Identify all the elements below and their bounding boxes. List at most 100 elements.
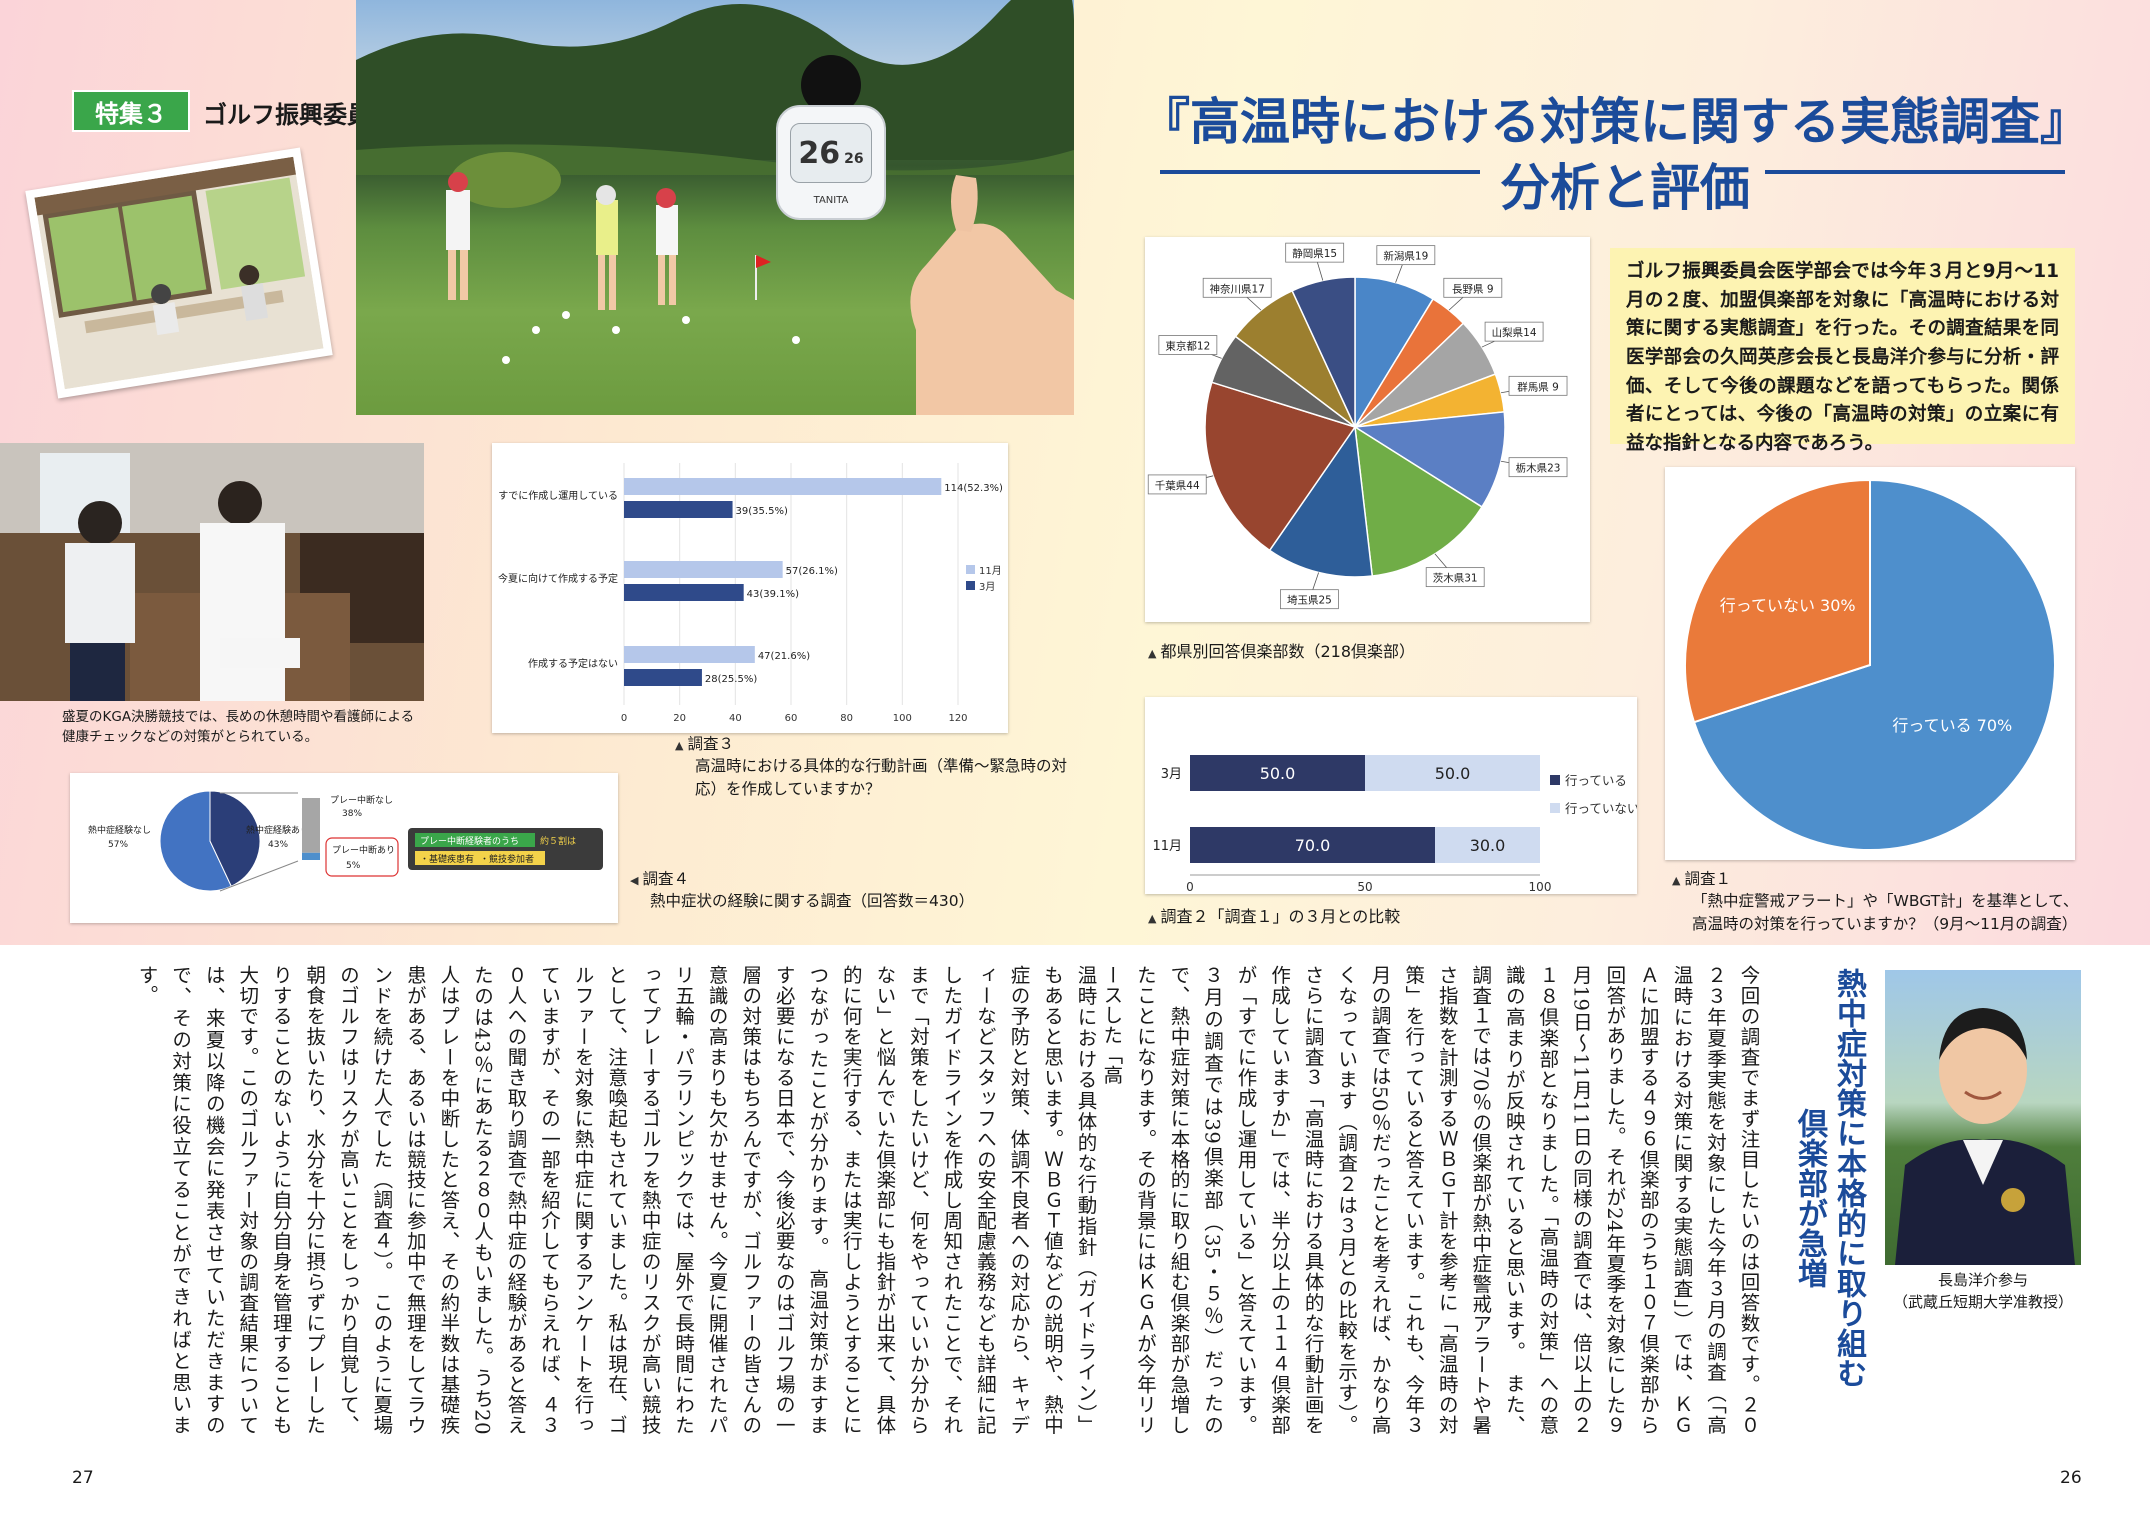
bar-value-label: 47(21.6%): [758, 651, 810, 662]
pie-slice: [1354, 276, 1435, 430]
prefecture-pie-chart: 新潟県19 長野県 9 山梨県14 群馬県 9 栃木県23 茨木県31 埼玉県25 千葉県44…: [1147, 242, 1568, 610]
bar: [624, 584, 744, 601]
data-label-box: [1484, 321, 1544, 342]
survey2-caption: ▲ 調査２「調査１」の３月との比較: [1148, 907, 1401, 926]
tick-label: 100: [893, 713, 912, 724]
tick-label: 0: [1186, 880, 1194, 894]
bar: [624, 561, 783, 578]
bar-value-label: 43(39.1%): [747, 589, 799, 600]
note-bullets-bg: [415, 851, 545, 865]
prefecture-caption: ▲ 都県別回答倶楽部数（218倶楽部）: [1148, 642, 1416, 661]
prefecture-chart-panel: 新潟県19 長野県 9 山梨県14 群馬県 9 栃木県23 茨木県31 埼玉県25 千葉県44…: [1145, 237, 1590, 622]
bar: [624, 669, 702, 686]
hero-scene: [356, 0, 1074, 415]
bar: [624, 501, 733, 518]
pie-slice: [1692, 478, 2056, 851]
survey4-chart-panel: 熱中症経験なし 57% 熱中症経験あり 43% プレー中断なし 38% プレー中断あり 5% プ…: [70, 773, 618, 923]
bar-value-label: 50.0: [1260, 764, 1296, 783]
subtitle: 分析と評価: [1500, 159, 1750, 217]
portrait-photo: [1885, 970, 2081, 1265]
data-label: 熱中症経験あり: [246, 824, 309, 836]
bar: [1190, 755, 1365, 791]
data-label-box: [1202, 277, 1272, 298]
stack-segment: [302, 798, 320, 853]
legend-label: 行っていない: [1565, 801, 1637, 816]
note-highlight-bg: [415, 833, 535, 847]
bar-value-label: 50.0: [1435, 764, 1471, 783]
tick-label: 50: [1357, 880, 1372, 894]
medical-caption: 盛夏のKGA決勝競技では、長めの休憩時間や看護師による健康チェックなどの対策がと…: [62, 709, 415, 745]
meter-brand: TANITA: [813, 195, 849, 206]
pie-slice: [1684, 478, 1871, 724]
survey1-caption: ▲ 調査１ 「熱中症警戒アラート」や「WBGT計」を基準として、高温時の対策を行っ…: [1672, 870, 2079, 933]
data-label: 行っている 70%: [1892, 716, 2012, 735]
survey3-chart-panel: 0 20 40 60 80 100 120 すでに作成し運用している 114(52.3%) 39(…: [492, 443, 1008, 733]
clubhouse-photo: [25, 147, 333, 399]
bar-value-label: 114(52.3%): [944, 483, 1003, 494]
legend-label: 行っている: [1565, 773, 1627, 788]
data-label: 群馬県 9: [1517, 380, 1559, 393]
medical-check-photo: [0, 443, 424, 701]
data-label-box: [1147, 474, 1207, 495]
callout-box: [325, 837, 399, 877]
tick-label: 100: [1529, 880, 1552, 894]
note-bullet: ・競技参加者: [480, 853, 534, 865]
pie-slice: [1268, 424, 1374, 578]
pie-slice: [1204, 381, 1357, 552]
data-label: 埼玉県25: [1287, 594, 1332, 607]
tick-label: 20: [673, 713, 686, 724]
survey4-caption: ◀ 調査４ 熱中症状の経験に関する調査（回答数＝430）: [630, 870, 975, 911]
data-label-box: [1376, 245, 1436, 266]
data-label: 栃木県23: [1516, 462, 1561, 475]
tick-label: 120: [948, 713, 967, 724]
legend-swatch: [966, 565, 975, 574]
survey2-chart-panel: 3月 50.0 50.0 11月 70.0 30.0 0 50 100 行っている 行っていない: [1145, 697, 1639, 894]
legend-label: 3月: [979, 581, 995, 593]
portrait-caption: 長島洋介参与 （武蔵丘短期大学准教授）: [1892, 1271, 2073, 1311]
category-label: 3月: [1161, 767, 1182, 782]
data-label-box: [1285, 242, 1345, 263]
note-bullet: ・基礎疾患有: [420, 853, 474, 865]
bar-value-label: 39(35.5%): [736, 506, 788, 517]
data-label: 38%: [342, 809, 362, 819]
legend-swatch: [1550, 803, 1560, 813]
tick-label: 40: [729, 713, 742, 724]
bar-value-label: 70.0: [1295, 836, 1331, 855]
tick-label: 0: [621, 713, 627, 724]
flag-icon: [755, 255, 771, 300]
article-heading: 熱中症対策に本格的に取り組む 倶楽部が急増: [1792, 968, 1866, 1388]
data-label: 静岡県15: [1292, 247, 1337, 260]
article-body-right: 今回の調査でまず注目したいのは回答数です。２０２３年夏季実態を対象にした今年３月…: [1099, 965, 1760, 1436]
data-label-box: [1158, 335, 1218, 355]
hero-photo: 26 26 TANITA: [356, 0, 1074, 415]
page-number-right: 26: [2060, 1468, 2082, 1488]
note-highlight: 約５割は: [540, 835, 576, 847]
meter-reading: 26: [798, 136, 841, 171]
data-label: 茨木県31: [1433, 572, 1478, 585]
data-label: プレー中断あり: [332, 844, 395, 856]
pie-slice: [159, 790, 232, 892]
data-label: プレー中断なし: [330, 794, 393, 806]
intro-box: ゴルフ振興委員会医学部会では今年３月と9月～11月の２度、加盟倶楽部を対象に「高…: [1610, 248, 2075, 454]
legend-swatch: [1550, 775, 1560, 785]
bar: [1435, 827, 1540, 863]
data-label-box: [1508, 375, 1568, 396]
data-label-box: [1508, 457, 1568, 478]
pie-slice: [1291, 276, 1356, 428]
feature-badge: 特集３: [72, 90, 190, 132]
category-label: 今夏に向けて作成する予定: [498, 572, 618, 585]
data-label: 5%: [346, 861, 361, 871]
category-label: 11月: [1152, 839, 1182, 854]
pie-slice: [1352, 411, 1506, 508]
data-label-box: [1443, 277, 1503, 298]
bar-value-label: 57(26.1%): [786, 566, 838, 577]
wbgt-meter: 26 26 TANITA: [776, 55, 886, 225]
data-label: 長野県 9: [1452, 283, 1494, 295]
bar: [624, 478, 942, 495]
data-label: 熱中症経験なし: [88, 824, 151, 836]
bar-value-label: 28(25.5%): [705, 674, 757, 685]
category-label: すでに作成し運用している: [498, 490, 618, 502]
stack-segment: [302, 852, 320, 860]
survey4-pie-chart: 熱中症経験なし 57% 熱中症経験あり 43% プレー中断なし 38% プレー中断あり 5% プ…: [88, 790, 603, 892]
